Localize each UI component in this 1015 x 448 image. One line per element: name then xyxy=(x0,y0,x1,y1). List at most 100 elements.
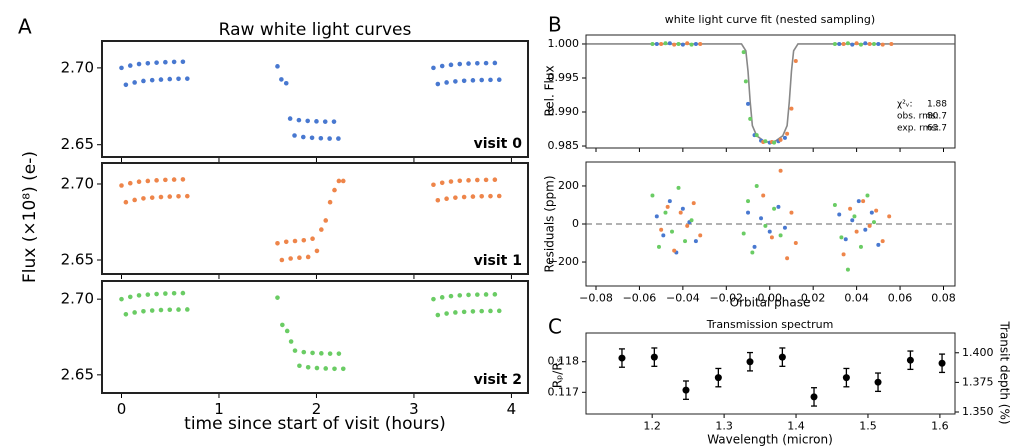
point xyxy=(661,233,666,238)
point xyxy=(297,363,302,369)
point xyxy=(331,119,337,124)
x-tick-label: −0.06 xyxy=(623,291,657,304)
point xyxy=(691,201,696,206)
point xyxy=(154,60,159,65)
point xyxy=(479,77,484,83)
point xyxy=(650,193,655,198)
chart-title: white light curve fit (nested sampling) xyxy=(665,13,875,26)
point xyxy=(876,41,881,46)
point xyxy=(496,77,502,83)
point xyxy=(680,42,685,47)
point xyxy=(475,177,480,183)
point xyxy=(305,364,311,370)
x-tick-label: 0.00 xyxy=(757,291,782,304)
stat-value: 80.7 xyxy=(927,112,947,122)
point xyxy=(163,177,168,183)
point xyxy=(327,199,333,205)
point xyxy=(869,210,874,215)
x-tick-label: −0.08 xyxy=(579,291,613,304)
point xyxy=(871,220,876,225)
point xyxy=(435,81,441,87)
point xyxy=(149,77,155,83)
point xyxy=(778,168,783,173)
point xyxy=(618,354,626,362)
point xyxy=(461,78,467,84)
point xyxy=(275,64,280,69)
point xyxy=(867,223,872,228)
point xyxy=(332,366,337,372)
point xyxy=(167,307,173,313)
point xyxy=(322,119,328,124)
point xyxy=(279,77,284,82)
point xyxy=(842,374,850,382)
x-axis-label: Wavelength (micron) xyxy=(707,433,833,447)
point xyxy=(680,206,685,211)
point xyxy=(659,227,664,232)
point xyxy=(772,206,777,211)
point xyxy=(741,231,746,236)
point xyxy=(158,77,164,82)
point xyxy=(167,194,173,199)
point xyxy=(141,196,146,201)
point xyxy=(470,309,476,314)
point xyxy=(132,310,137,315)
point xyxy=(310,350,315,356)
axes-frame xyxy=(101,162,529,275)
y-axis-label: Flux (×10⁸) (e-) xyxy=(20,151,40,283)
y-tick-label: 0.995 xyxy=(548,71,580,84)
point xyxy=(332,187,337,193)
point xyxy=(132,197,137,203)
point xyxy=(746,101,751,106)
x-tick-label: 1.4 xyxy=(787,419,805,432)
point xyxy=(149,195,155,200)
point xyxy=(483,177,489,183)
point xyxy=(683,239,688,244)
point xyxy=(171,59,177,65)
y-tick-label: 2.70 xyxy=(61,290,94,308)
point xyxy=(457,293,463,298)
axes-frame xyxy=(585,332,956,415)
point xyxy=(746,199,751,204)
point xyxy=(288,256,293,261)
point xyxy=(145,292,151,297)
point xyxy=(754,183,759,188)
point xyxy=(280,322,285,328)
point xyxy=(301,237,307,243)
x-tick-label: 0 xyxy=(117,400,127,418)
point xyxy=(654,41,659,46)
point xyxy=(689,218,694,223)
y2-tick-label: 1.400 xyxy=(962,346,994,359)
point xyxy=(488,77,493,83)
point xyxy=(184,307,190,312)
point xyxy=(336,178,342,184)
point xyxy=(676,185,681,190)
point xyxy=(889,41,894,46)
stat-label: χ²ᵥ: xyxy=(897,100,913,110)
point xyxy=(136,293,142,298)
point xyxy=(693,41,698,46)
point xyxy=(466,61,471,66)
point xyxy=(492,60,498,66)
point xyxy=(670,229,675,234)
point xyxy=(180,59,186,65)
point xyxy=(759,216,764,221)
point xyxy=(672,248,677,253)
point xyxy=(832,202,837,207)
y-tick-label: 1.000 xyxy=(548,37,580,50)
x-tick-label: 2 xyxy=(312,400,322,418)
point xyxy=(887,214,892,219)
x-tick-label: −0.04 xyxy=(666,291,700,304)
x-tick-label: 0.06 xyxy=(888,291,913,304)
axes-frame xyxy=(101,280,529,394)
point xyxy=(127,63,133,68)
axes-frame xyxy=(585,161,956,287)
point xyxy=(746,210,751,215)
y-axis-label: Rel. Flux xyxy=(543,65,557,116)
point xyxy=(461,309,467,315)
point xyxy=(288,339,294,344)
y-tick-label: 0.117 xyxy=(548,385,580,398)
point xyxy=(698,41,703,46)
point xyxy=(314,365,320,371)
point xyxy=(119,65,124,71)
x-tick-label: 0.02 xyxy=(801,291,826,304)
